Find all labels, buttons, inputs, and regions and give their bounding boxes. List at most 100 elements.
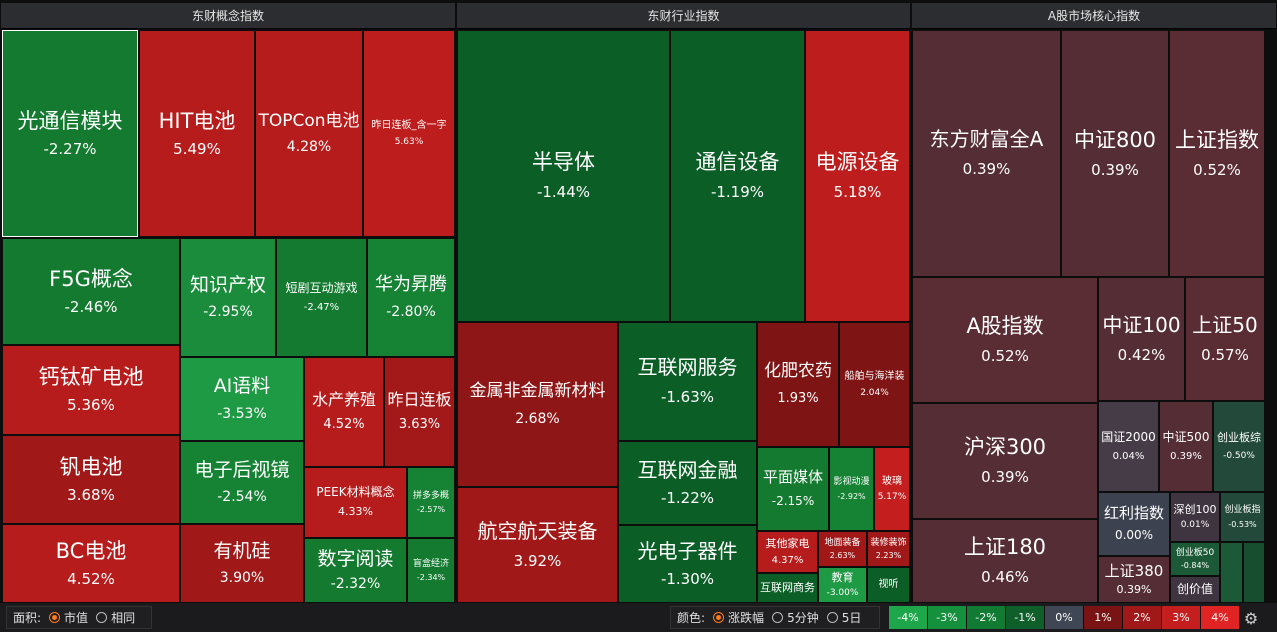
color-label: 颜色: <box>677 611 706 625</box>
tile-shangzheng-zhishu[interactable]: 上证指数 0.52% <box>1169 30 1265 277</box>
tile-dianyuan-shebei[interactable]: 电源设备 5.18% <box>805 30 910 322</box>
tile-chuangyeban-50[interactable]: 创业板50 -0.84% <box>1170 542 1220 576</box>
tile-shiting[interactable]: 视听 <box>867 567 910 603</box>
tile-change: 2.04% <box>860 388 889 399</box>
radio-label: 市值 <box>64 611 89 625</box>
tile-qita-jiadian[interactable]: 其他家电 4.37% <box>757 531 818 573</box>
color-option-5min[interactable]: 5分钟 <box>772 609 819 626</box>
tile-name: A股指数 <box>966 314 1044 339</box>
tile-huawei-shengteng[interactable]: 华为昇腾 -2.80% <box>367 238 455 357</box>
legend-swatch: -4% <box>889 606 928 629</box>
tile-zhishi-chanquan[interactable]: 知识产权 -2.95% <box>180 238 276 357</box>
tile-hit-battery[interactable]: HIT电池 5.49% <box>139 30 255 237</box>
area-option-equal[interactable]: 相同 <box>96 609 135 626</box>
tile-shuichan-yangzhi[interactable]: 水产养殖 4.52% <box>304 357 384 467</box>
tile-dimian-zhuangbei[interactable]: 地面装备 2.63% <box>818 531 867 567</box>
tile-guozheng-2000[interactable]: 国证2000 0.04% <box>1098 401 1159 492</box>
legend-swatch: 0% <box>1045 606 1084 629</box>
radio-label: 5分钟 <box>787 611 819 625</box>
tile-change: 5.63% <box>394 137 424 148</box>
tile-ai-yuliao[interactable]: AI语料 -3.53% <box>180 357 304 441</box>
tile-change: -2.15% <box>771 493 815 508</box>
tile-zuori-lianban-yizi[interactable]: 昨日连板_含一字 5.63% <box>363 30 455 237</box>
tile-small-green-2[interactable] <box>1243 542 1265 603</box>
tile-youjigui[interactable]: 有机硅 3.90% <box>180 524 304 603</box>
tile-zhongzheng-500[interactable]: 中证500 0.39% <box>1159 401 1213 492</box>
tile-name: 盲盒经济 <box>412 558 449 569</box>
tile-bandaoti[interactable]: 半导体 -1.44% <box>457 30 670 322</box>
tile-change: -2.32% <box>330 576 381 593</box>
tile-change: 5.17% <box>877 491 907 502</box>
tile-zhuangxiu-zhuangshi[interactable]: 装修装饰 2.23% <box>867 531 910 567</box>
tile-name: 昨日连板_含一字 <box>371 119 447 131</box>
tile-chuangyeban-zong[interactable]: 创业板综 -0.50% <box>1213 401 1265 492</box>
tile-yingshi-dongman[interactable]: 影视动漫 -2.92% <box>829 447 874 531</box>
tile-name: 红利指数 <box>1103 504 1164 523</box>
tile-peek[interactable]: PEEK材料概念 4.33% <box>304 467 407 538</box>
tile-zhongzheng-100[interactable]: 中证100 0.42% <box>1098 277 1185 401</box>
tile-change: -0.50% <box>1223 450 1255 461</box>
tile-hangkong-hangtian[interactable]: 航空航天装备 3.92% <box>457 487 618 603</box>
tile-bc-battery[interactable]: BC电池 4.52% <box>2 524 180 603</box>
tile-gaitaikuang[interactable]: 钙钛矿电池 5.36% <box>2 345 180 435</box>
tile-hulianwang-shangwu[interactable]: 互联网商务 <box>757 573 818 603</box>
tile-change: 4.52% <box>323 416 365 432</box>
tile-huafei-nongyao[interactable]: 化肥农药 1.93% <box>757 322 839 447</box>
tile-change: 4.52% <box>67 569 115 588</box>
color-mode-group: 颜色: 涨跌幅 5分钟 5日 <box>670 606 880 629</box>
tile-topcon-battery[interactable]: TOPCon电池 4.28% <box>255 30 363 237</box>
tile-name: 创业板综 <box>1217 431 1261 444</box>
tile-shangzheng-50[interactable]: 上证50 0.57% <box>1185 277 1265 401</box>
tile-hushen-300[interactable]: 沪深300 0.39% <box>912 403 1098 519</box>
tile-boli[interactable]: 玻璃 5.17% <box>874 447 910 531</box>
area-option-market-cap[interactable]: 市值 <box>49 609 88 626</box>
tile-change: 1.93% <box>777 390 819 406</box>
radio-unselected-icon <box>826 612 838 623</box>
tile-small-green-1[interactable] <box>1220 542 1243 603</box>
tile-change: -1.63% <box>660 388 715 407</box>
tile-chuangjiazhi[interactable]: 创价值 <box>1170 576 1220 603</box>
radio-label: 涨跌幅 <box>728 611 765 625</box>
tile-name: 装修装饰 <box>870 537 907 548</box>
tile-name: 短剧互动游戏 <box>285 280 358 295</box>
tile-jinshu-xincailiao[interactable]: 金属非金属新材料 2.68% <box>457 322 618 487</box>
tile-jiaoyu[interactable]: 教育 -3.00% <box>818 567 867 603</box>
tile-zhongzheng-800[interactable]: 中证800 0.39% <box>1061 30 1169 277</box>
tile-hulianwang-jinrong[interactable]: 互联网金融 -1.22% <box>618 441 757 525</box>
tile-name: 视听 <box>878 579 899 591</box>
tile-name: 创业板指 <box>1224 505 1261 516</box>
legend-swatch: 2% <box>1123 606 1162 629</box>
tile-manghe-jingji[interactable]: 盲盒经济 -2.34% <box>407 538 455 603</box>
tile-guangtongxin[interactable]: 光通信模块 -2.27% <box>2 30 138 237</box>
tile-shuzi-yuedu[interactable]: 数字阅读 -2.32% <box>304 538 407 603</box>
tile-chuangyeban-zhi[interactable]: 创业板指 -0.53% <box>1220 492 1265 542</box>
tile-pinduoduo[interactable]: 拼多多概 -2.57% <box>407 467 455 538</box>
settings-gear-icon[interactable]: ⚙ <box>1243 608 1259 628</box>
tile-shangzheng-380[interactable]: 上证380 0.39% <box>1098 556 1170 603</box>
tile-f5g[interactable]: F5G概念 -2.46% <box>2 238 180 345</box>
tile-duanju-youxi[interactable]: 短剧互动游戏 -2.47% <box>276 238 367 357</box>
tile-chuanbo-haiyang[interactable]: 船舶与海洋装 2.04% <box>839 322 910 447</box>
tile-tongxin-shebei[interactable]: 通信设备 -1.19% <box>670 30 805 322</box>
tile-name: F5G概念 <box>49 266 133 291</box>
tile-shenchuang-100[interactable]: 深创100 0.01% <box>1170 492 1220 542</box>
tile-pingmian-meiti[interactable]: 平面媒体 -2.15% <box>757 447 829 531</box>
tile-guangdianzi-qijian[interactable]: 光电子器件 -1.30% <box>618 525 757 603</box>
tile-fan-battery[interactable]: 钒电池 3.68% <box>2 435 180 524</box>
tile-name: 昨日连板 <box>387 390 452 410</box>
tile-name: HIT电池 <box>158 108 236 133</box>
tile-name: 通信设备 <box>695 150 780 175</box>
color-option-5day[interactable]: 5日 <box>826 609 861 626</box>
tile-zuori-lianban[interactable]: 昨日连板 3.63% <box>384 357 455 467</box>
tile-dongfang-caifu-quan-a[interactable]: 东方财富全A 0.39% <box>912 30 1061 277</box>
tile-dianzi-houshijing[interactable]: 电子后视镜 -2.54% <box>180 441 304 524</box>
color-option-change[interactable]: 涨跌幅 <box>713 609 764 626</box>
tile-hulianwang-fuwu[interactable]: 互联网服务 -1.63% <box>618 322 757 441</box>
tile-agu-zhishu[interactable]: A股指数 0.52% <box>912 277 1098 403</box>
radio-unselected-icon <box>772 612 784 623</box>
tile-shangzheng-180[interactable]: 上证180 0.46% <box>912 519 1098 603</box>
tile-hongli-zhishu[interactable]: 红利指数 0.00% <box>1098 492 1170 556</box>
section-header-industry: 东财行业指数 <box>457 3 910 29</box>
tile-name: 上证180 <box>963 535 1047 560</box>
tile-change: 0.39% <box>1170 450 1202 462</box>
